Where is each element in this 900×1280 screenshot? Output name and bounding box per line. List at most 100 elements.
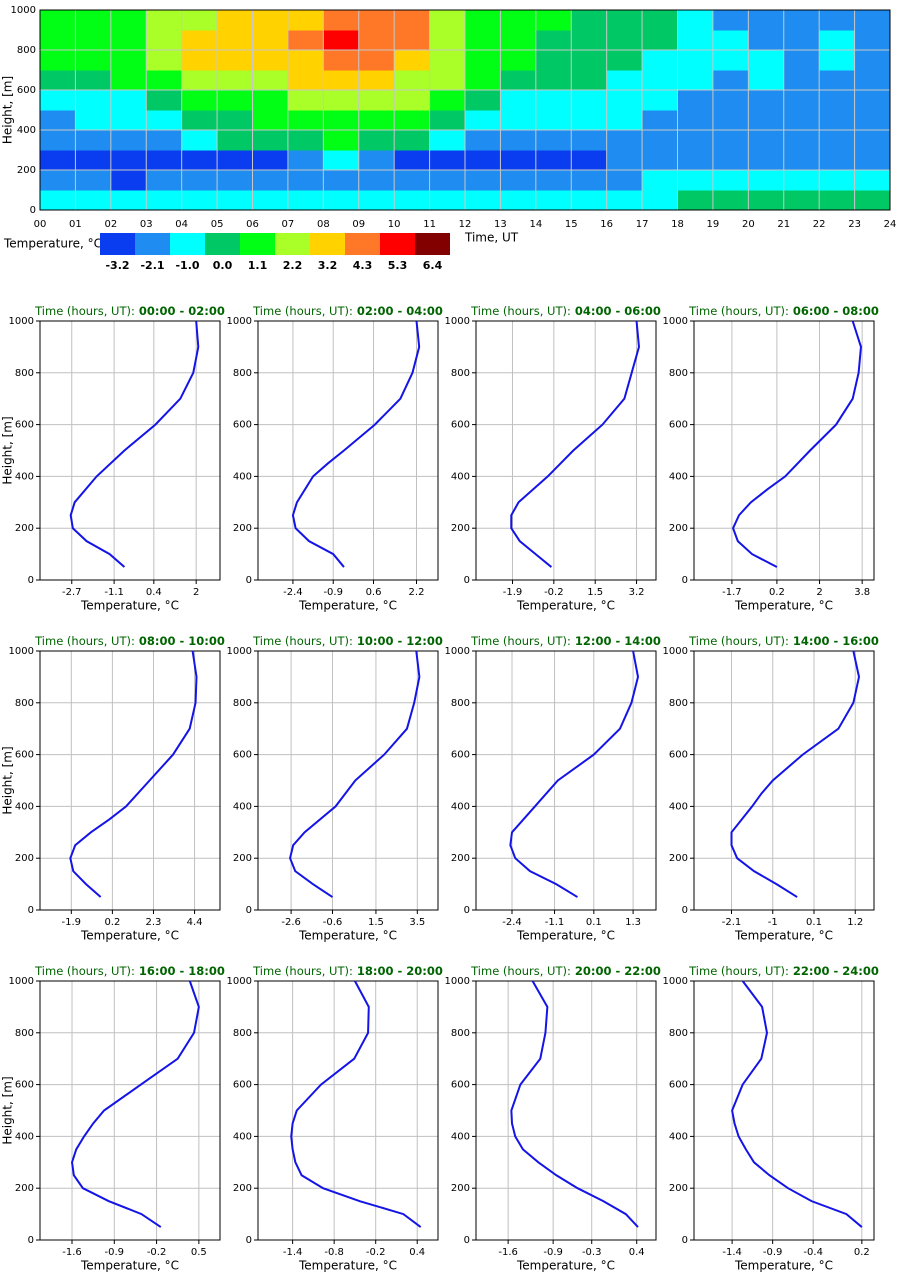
heat-cell xyxy=(606,190,643,211)
heat-cell xyxy=(642,190,678,211)
y-tick-label: 400 xyxy=(451,801,470,812)
x-axis-label: Temperature, °C xyxy=(80,1259,179,1273)
y-tick-label: 0 xyxy=(28,575,34,586)
y-tick-label: 200 xyxy=(669,853,688,864)
x-tick-label: 06 xyxy=(246,219,259,230)
heat-cell xyxy=(323,110,360,131)
profile-line xyxy=(69,320,200,568)
y-tick-label: 600 xyxy=(15,750,34,761)
heat-cell xyxy=(606,170,643,191)
panel-title: Time (hours, UT): 00:00 - 02:00 xyxy=(34,304,225,318)
x-tick-label: -0.9 xyxy=(543,1247,563,1258)
heat-cell xyxy=(287,90,324,111)
colorbar-label: -3.2 xyxy=(105,259,129,272)
x-tick-label: 11 xyxy=(423,219,436,230)
y-axis-label: Height, [m] xyxy=(1,1076,15,1144)
heat-cell xyxy=(854,190,891,211)
x-tick-label: 12 xyxy=(459,219,472,230)
heat-cell xyxy=(535,70,572,91)
heat-cell xyxy=(358,70,395,91)
heat-cell xyxy=(819,190,856,211)
y-tick-label: 800 xyxy=(15,368,34,379)
heat-cell xyxy=(571,50,608,71)
heat-cell xyxy=(146,10,183,31)
x-tick-label: 0.2 xyxy=(769,587,785,598)
heat-cell xyxy=(252,110,289,131)
heat-cell xyxy=(358,150,395,171)
heat-cell xyxy=(252,50,289,71)
colorbar-label: 3.2 xyxy=(318,259,338,272)
heat-cell xyxy=(748,190,785,211)
x-axis-label: Temperature, °C xyxy=(516,929,615,943)
heat-cell xyxy=(75,110,112,131)
heat-cell xyxy=(819,150,856,171)
heat-cell xyxy=(287,170,324,191)
y-tick-label: 800 xyxy=(451,1028,470,1039)
heat-cell xyxy=(287,130,324,151)
y-tick-label: 0 xyxy=(464,905,470,916)
plot-frame xyxy=(39,650,221,911)
x-tick-label: -2.6 xyxy=(281,917,301,928)
x-tick-label: 10 xyxy=(388,219,401,230)
x-tick-label: 1.2 xyxy=(847,917,863,928)
colorbar-label: 5.3 xyxy=(388,259,408,272)
heat-cell xyxy=(748,90,785,111)
heat-cell xyxy=(110,110,147,131)
heat-cell xyxy=(146,150,183,171)
heat-cell xyxy=(642,70,678,91)
x-tick-label: -0.2 xyxy=(544,587,564,598)
y-tick-label: 200 xyxy=(451,1183,470,1194)
heat-cell xyxy=(287,70,324,91)
heat-cell xyxy=(500,70,537,91)
heat-cell xyxy=(287,50,324,71)
panel-title-prefix: Time (hours, UT): xyxy=(688,634,789,648)
heat-cell xyxy=(429,150,466,171)
heat-cell xyxy=(606,130,643,151)
heat-cell xyxy=(110,70,147,91)
plot-frame xyxy=(257,650,439,911)
heat-cell xyxy=(500,30,537,51)
y-tick-label: 200 xyxy=(669,523,688,534)
heat-cell xyxy=(252,70,289,91)
y-tick-label: 0 xyxy=(246,1235,252,1246)
y-tick-label: 600 xyxy=(451,750,470,761)
heat-cell xyxy=(181,30,218,51)
heat-cell xyxy=(500,170,537,191)
x-tick-label: -2.7 xyxy=(62,587,82,598)
y-tick-label: 600 xyxy=(233,750,252,761)
x-tick-label: 3.5 xyxy=(409,917,425,928)
panel-title-period: 00:00 - 02:00 xyxy=(139,304,225,318)
heat-cell xyxy=(677,70,714,91)
heat-cell xyxy=(465,170,501,191)
profile-line xyxy=(290,980,422,1228)
heat-cell xyxy=(500,110,537,131)
panel-title-period: 16:00 - 18:00 xyxy=(139,964,225,978)
heat-cell xyxy=(854,10,891,31)
x-tick-label: 2 xyxy=(816,587,822,598)
x-tick-label: -2.1 xyxy=(722,917,742,928)
plot-frame xyxy=(257,980,439,1241)
x-axis-label: Temperature, °C xyxy=(516,599,615,613)
heat-cell xyxy=(394,70,431,91)
heat-cell xyxy=(287,110,324,131)
heat-cell xyxy=(40,10,76,31)
heat-cell xyxy=(40,110,76,131)
x-tick-label: 03 xyxy=(140,219,153,230)
y-tick-label: 1000 xyxy=(227,646,252,657)
y-tick-label: 400 xyxy=(233,1131,252,1142)
panel-title-period: 04:00 - 06:00 xyxy=(575,304,661,318)
y-tick-label: 400 xyxy=(669,471,688,482)
heat-cell xyxy=(571,30,608,51)
heat-cell xyxy=(217,110,253,131)
x-axis-label: Temperature, °C xyxy=(516,1259,615,1273)
heat-cell xyxy=(358,170,395,191)
heat-cell xyxy=(146,50,183,71)
heat-cell xyxy=(535,50,572,71)
y-tick-label: 400 xyxy=(15,471,34,482)
plot-frame xyxy=(39,320,221,581)
y-tick-label: 800 xyxy=(17,45,36,56)
x-tick-label: -0.9 xyxy=(763,1247,783,1258)
x-tick-label: -1.1 xyxy=(545,917,565,928)
heat-cell xyxy=(110,50,147,71)
heat-cell xyxy=(642,10,678,31)
